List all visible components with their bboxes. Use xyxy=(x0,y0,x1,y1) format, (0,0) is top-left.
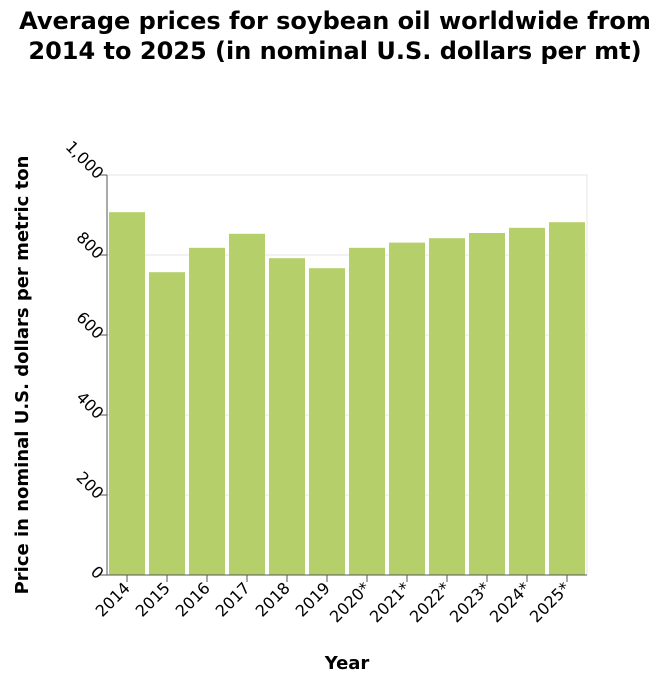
chart-title: Average prices for soybean oil worldwide… xyxy=(19,7,651,65)
y-tick-labels: 0 200 400 600 800 1,000 xyxy=(62,137,108,583)
x-tick-label: 2017 xyxy=(212,578,254,620)
x-tick-label: 2020* xyxy=(326,578,374,626)
x-tick-label: 2018 xyxy=(252,578,294,620)
bar xyxy=(429,238,465,575)
bar xyxy=(149,272,185,575)
y-tick-label: 200 xyxy=(73,468,108,503)
bar xyxy=(549,222,585,575)
y-tick-label: 400 xyxy=(73,388,108,423)
y-tick-label: 600 xyxy=(73,308,108,343)
x-tick-label: 2014 xyxy=(92,578,134,620)
bar xyxy=(189,247,225,576)
x-tick-label: 2016 xyxy=(172,578,214,620)
bar xyxy=(309,268,345,575)
x-tick-labels: 2014201520162017201820192020*2021*2022*2… xyxy=(92,578,574,626)
x-tick-label: 2022* xyxy=(406,578,454,626)
axes xyxy=(99,174,587,582)
bar xyxy=(349,247,385,576)
bar xyxy=(389,242,425,575)
bar xyxy=(469,233,505,575)
y-axis-title: Price in nominal U.S. dollars per metric… xyxy=(12,156,33,595)
y-tick-label: 800 xyxy=(73,228,108,263)
x-tick-label: 2023* xyxy=(446,578,494,626)
bar xyxy=(109,212,145,575)
bars xyxy=(109,212,585,576)
x-tick-label: 2024* xyxy=(486,578,534,626)
bar xyxy=(509,227,545,576)
x-tick-label: 2025* xyxy=(526,578,574,626)
bar xyxy=(229,233,265,576)
x-axis-title: Year xyxy=(324,653,370,674)
y-tick-label: 0 xyxy=(87,562,108,583)
x-tick-label: 2015 xyxy=(132,578,174,620)
y-tick-label: 1,000 xyxy=(62,137,108,183)
bar xyxy=(269,258,305,575)
x-tick-label: 2021* xyxy=(366,578,414,626)
